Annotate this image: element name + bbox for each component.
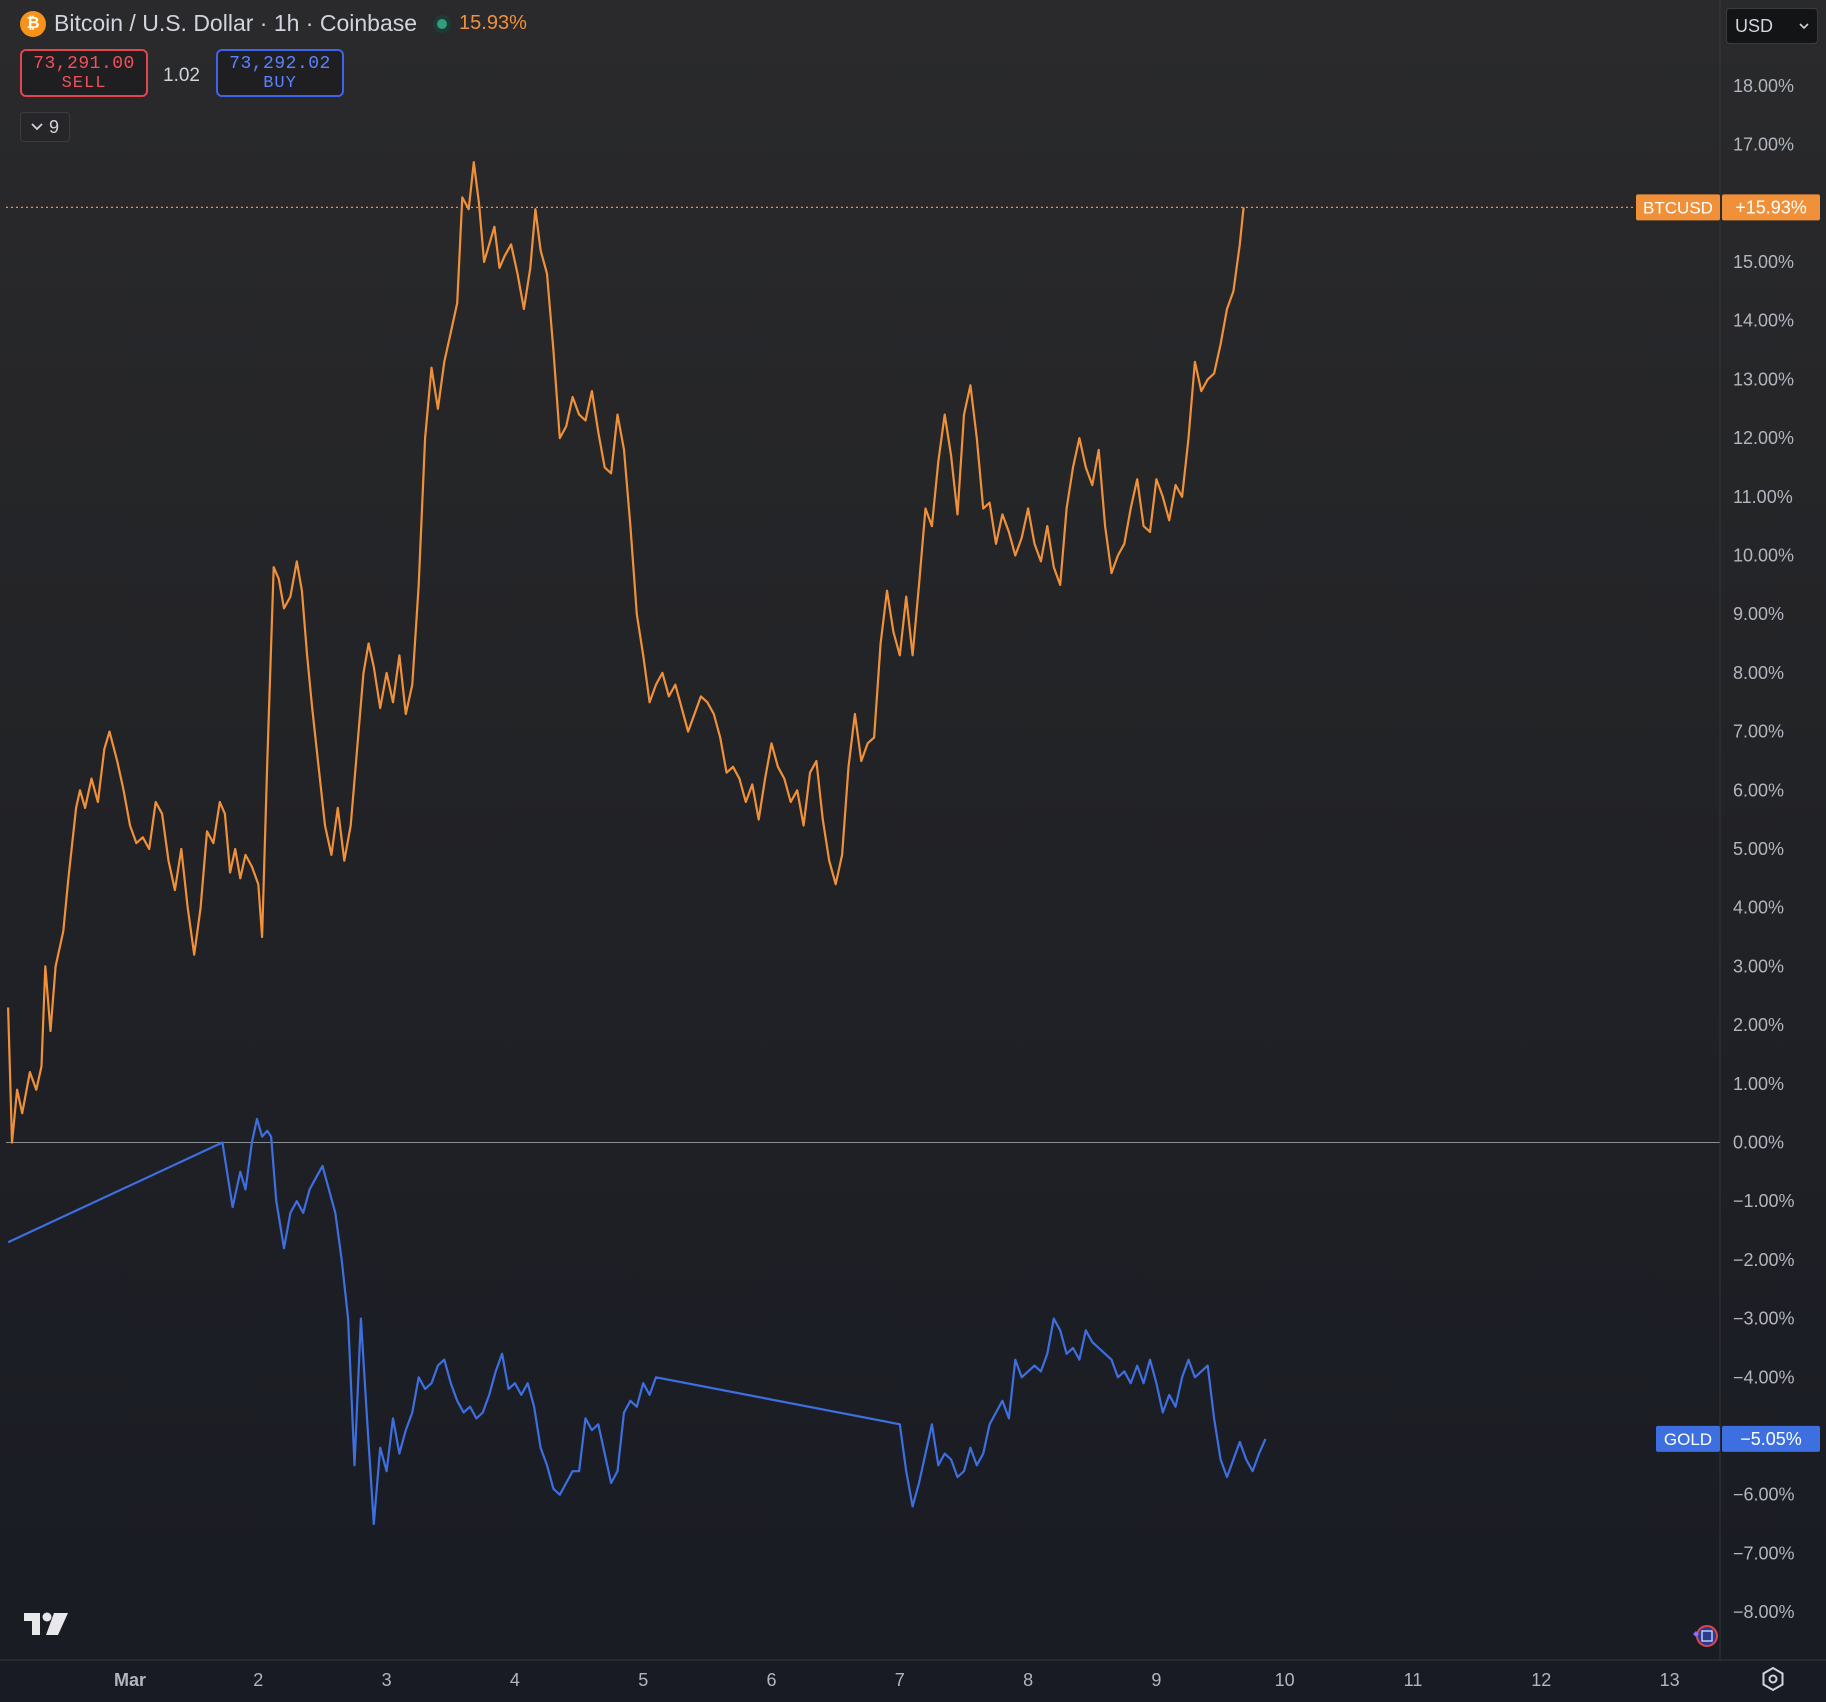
header-change-percent: 15.93%	[459, 12, 527, 34]
x-tick-label: 8	[1023, 1670, 1033, 1690]
x-tick-label: 4	[510, 1670, 520, 1690]
y-tick-label: 2.00%	[1733, 1015, 1784, 1035]
last-value-tags: BTCUSD +15.93% GOLD −5.05%	[1636, 194, 1820, 1452]
series-name-label: BTCUSD	[1643, 198, 1713, 217]
y-tick-label: 0.00%	[1733, 1133, 1784, 1153]
series-line-gold	[7, 1117, 1267, 1526]
y-tick-label: −4.00%	[1733, 1367, 1795, 1387]
sell-button[interactable]: 73,291.00 SELL	[20, 49, 148, 97]
indicators-toggle-button[interactable]: 9	[20, 112, 70, 142]
plot-area[interactable]	[6, 161, 1720, 1526]
y-tick-label: −7.00%	[1733, 1543, 1795, 1563]
bitcoin-icon: ₿	[20, 10, 46, 37]
y-tick-label: 9.00%	[1733, 604, 1784, 624]
x-tick-label: 9	[1151, 1670, 1161, 1690]
y-tick-label: 18.00%	[1733, 76, 1794, 96]
y-tick-label: 1.00%	[1733, 1074, 1784, 1094]
x-tick-label: 2	[253, 1670, 263, 1690]
x-tick-label: 13	[1660, 1670, 1680, 1690]
y-tick-label: 7.00%	[1733, 722, 1784, 742]
x-tick-label: 10	[1275, 1670, 1295, 1690]
last-value-tag	[1722, 1425, 1820, 1452]
symbol-header[interactable]: ₿ Bitcoin / U.S. Dollar · 1h · Coinbase …	[20, 10, 527, 37]
spread-value: 1.02	[163, 65, 200, 86]
price-axis[interactable]: 18.00% 17.00% 15.00% 14.00% 13.00% 12.00% 11.0…	[1733, 76, 1795, 1622]
settings-icon[interactable]	[1760, 1666, 1786, 1692]
last-value-label: −5.05%	[1740, 1429, 1802, 1449]
y-tick-label: 13.00%	[1733, 369, 1794, 389]
sell-price: 73,291.00	[33, 54, 135, 74]
y-tick-label: 17.00%	[1733, 135, 1794, 155]
series-name-tag	[1636, 194, 1720, 221]
series-name-tag	[1656, 1425, 1720, 1452]
y-tick-label: 6.00%	[1733, 780, 1784, 800]
x-tick-label: 6	[766, 1670, 776, 1690]
y-tick-label: 3.00%	[1733, 956, 1784, 976]
y-tick-label: −1.00%	[1733, 1191, 1795, 1211]
buy-label: BUY	[263, 74, 297, 93]
y-tick-label: 12.00%	[1733, 428, 1794, 448]
y-tick-label: 14.00%	[1733, 311, 1794, 331]
currency-label: USD	[1735, 15, 1774, 36]
indicators-count: 9	[48, 116, 59, 137]
x-tick-label: Mar	[114, 1670, 146, 1690]
x-tick-label: 3	[382, 1670, 392, 1690]
y-tick-label: −8.00%	[1733, 1602, 1795, 1622]
last-value-tag	[1722, 194, 1820, 221]
y-tick-label: 5.00%	[1733, 839, 1784, 859]
y-tick-label: 10.00%	[1733, 546, 1794, 566]
currency-select[interactable]: USD	[1726, 8, 1818, 44]
tradingview-logo-icon[interactable]	[24, 1611, 70, 1637]
last-value-label: +15.93%	[1735, 197, 1807, 217]
y-tick-label: 4.00%	[1733, 898, 1784, 918]
time-axis[interactable]: Mar 2 3 4 5 6 7 8 9 10 11 12 13	[114, 1670, 1680, 1690]
y-tick-label: −2.00%	[1733, 1250, 1795, 1270]
chevron-down-icon	[31, 123, 43, 131]
y-tick-label: −6.00%	[1733, 1485, 1795, 1505]
y-tick-label: 8.00%	[1733, 663, 1784, 683]
y-tick-label: −3.00%	[1733, 1309, 1795, 1329]
buy-price: 73,292.02	[229, 54, 331, 74]
symbol-title[interactable]: Bitcoin / U.S. Dollar · 1h · Coinbase	[54, 10, 418, 36]
assistant-icon[interactable]	[1690, 1622, 1718, 1650]
buy-button[interactable]: 73,292.02 BUY	[216, 49, 344, 97]
series-line-btcusd	[7, 161, 1245, 1144]
y-tick-label: 15.00%	[1733, 252, 1794, 272]
y-tick-label: 11.00%	[1733, 487, 1793, 507]
x-tick-label: 11	[1404, 1670, 1423, 1690]
series-name-label: GOLD	[1664, 1430, 1712, 1449]
sell-label: SELL	[61, 74, 107, 93]
x-tick-label: 12	[1531, 1670, 1551, 1690]
live-status-dot-icon	[433, 14, 452, 33]
x-tick-label: 7	[895, 1670, 905, 1690]
x-tick-label: 5	[638, 1670, 648, 1690]
chevron-down-icon	[1799, 22, 1809, 29]
